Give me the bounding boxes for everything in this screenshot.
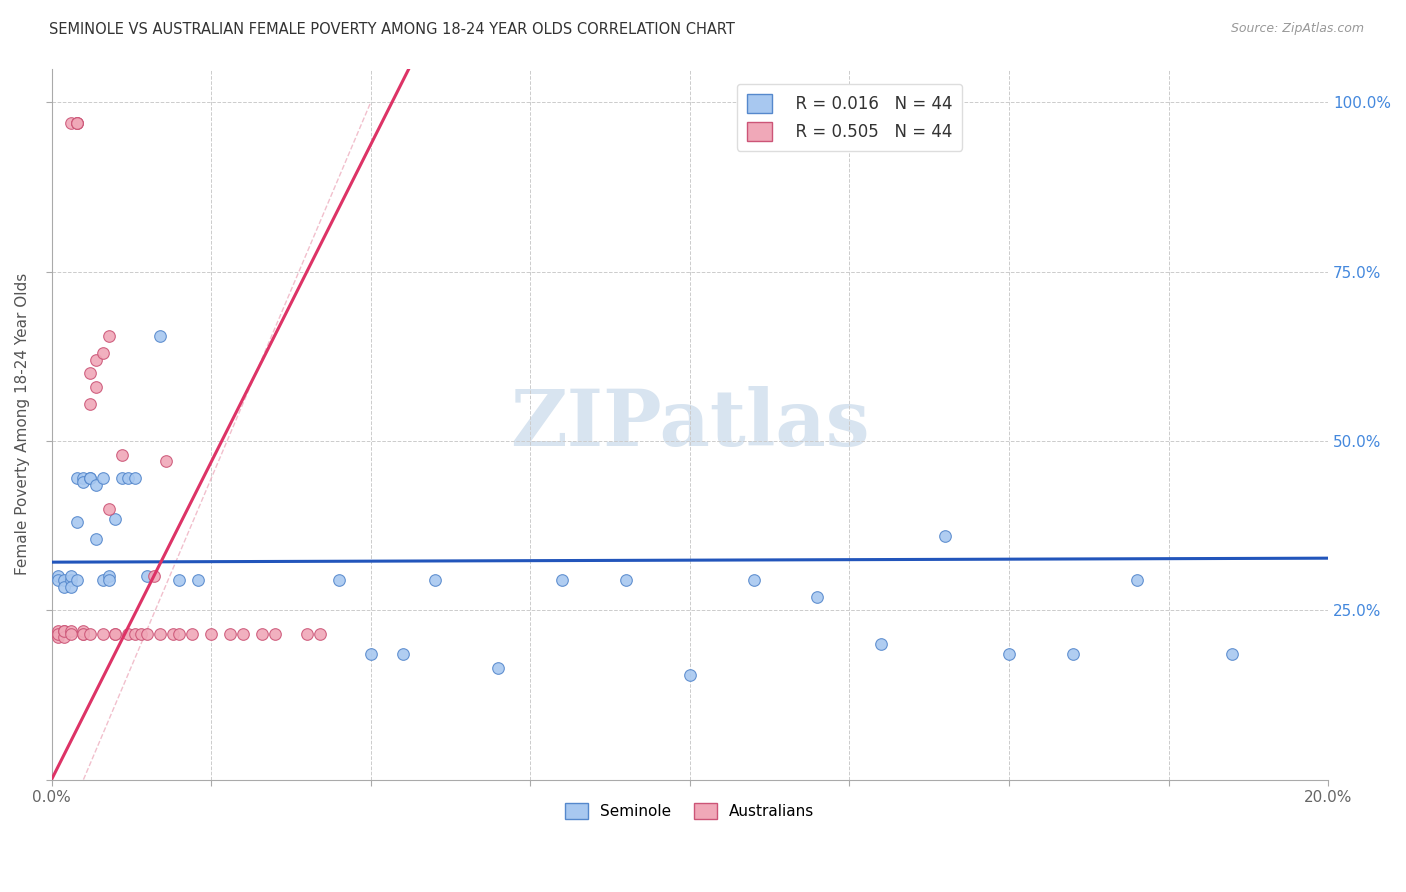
Point <box>870 637 893 651</box>
Point <box>111 471 134 485</box>
Point <box>66 471 89 485</box>
Point <box>72 471 94 485</box>
Point <box>98 573 121 587</box>
Point <box>53 631 76 645</box>
Point <box>142 569 165 583</box>
Point <box>117 627 139 641</box>
Point <box>104 627 127 641</box>
Point <box>200 627 222 641</box>
Point <box>136 569 159 583</box>
Point <box>91 471 114 485</box>
Point <box>59 573 82 587</box>
Point <box>129 627 152 641</box>
Point <box>328 573 350 587</box>
Point <box>162 627 184 641</box>
Point <box>59 116 82 130</box>
Point <box>1062 648 1084 662</box>
Point <box>98 569 121 583</box>
Point <box>98 501 121 516</box>
Point <box>66 573 89 587</box>
Point <box>250 627 273 641</box>
Text: SEMINOLE VS AUSTRALIAN FEMALE POVERTY AMONG 18-24 YEAR OLDS CORRELATION CHART: SEMINOLE VS AUSTRALIAN FEMALE POVERTY AM… <box>49 22 735 37</box>
Point <box>72 475 94 489</box>
Point <box>742 573 765 587</box>
Point <box>72 624 94 638</box>
Point <box>111 448 134 462</box>
Point <box>360 648 382 662</box>
Point <box>72 627 94 641</box>
Point <box>72 627 94 641</box>
Text: ZIPatlas: ZIPatlas <box>510 386 870 462</box>
Point <box>998 648 1021 662</box>
Point <box>308 627 330 641</box>
Point <box>264 627 287 641</box>
Point <box>1125 573 1147 587</box>
Point <box>79 471 101 485</box>
Point <box>84 380 107 394</box>
Point <box>66 116 89 130</box>
Point <box>806 590 828 604</box>
Point <box>167 573 190 587</box>
Point <box>91 573 114 587</box>
Point <box>149 627 172 641</box>
Point <box>934 529 956 543</box>
Point <box>79 366 101 380</box>
Point <box>232 627 254 641</box>
Point <box>53 573 76 587</box>
Point <box>181 627 204 641</box>
Point <box>91 346 114 360</box>
Point <box>46 627 69 641</box>
Point <box>167 627 190 641</box>
Point <box>66 515 89 529</box>
Point <box>98 329 121 343</box>
Point <box>59 569 82 583</box>
Point <box>46 624 69 638</box>
Point <box>59 580 82 594</box>
Point <box>1222 648 1244 662</box>
Legend: Seminole, Australians: Seminole, Australians <box>560 797 821 825</box>
Point <box>59 624 82 638</box>
Point <box>117 471 139 485</box>
Point <box>391 648 413 662</box>
Point <box>79 471 101 485</box>
Point <box>66 116 89 130</box>
Point <box>486 661 509 675</box>
Point <box>84 532 107 546</box>
Point <box>46 631 69 645</box>
Point <box>124 627 146 641</box>
Point <box>53 624 76 638</box>
Point <box>66 116 89 130</box>
Point <box>423 573 446 587</box>
Point <box>91 627 114 641</box>
Point <box>136 627 159 641</box>
Y-axis label: Female Poverty Among 18-24 Year Olds: Female Poverty Among 18-24 Year Olds <box>15 273 30 575</box>
Point <box>551 573 574 587</box>
Point <box>84 478 107 492</box>
Point <box>79 397 101 411</box>
Point <box>149 329 172 343</box>
Point <box>84 352 107 367</box>
Point <box>104 512 127 526</box>
Point <box>124 471 146 485</box>
Point <box>53 580 76 594</box>
Point <box>614 573 637 587</box>
Point <box>46 573 69 587</box>
Point <box>104 627 127 641</box>
Point <box>79 627 101 641</box>
Text: Source: ZipAtlas.com: Source: ZipAtlas.com <box>1230 22 1364 36</box>
Point <box>46 569 69 583</box>
Point <box>59 627 82 641</box>
Point <box>155 454 177 468</box>
Point <box>219 627 242 641</box>
Point <box>295 627 318 641</box>
Point <box>679 667 702 681</box>
Point <box>187 573 209 587</box>
Point <box>53 624 76 638</box>
